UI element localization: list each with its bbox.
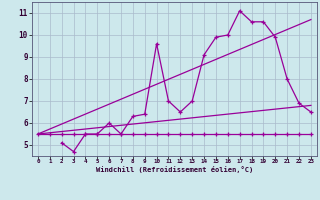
X-axis label: Windchill (Refroidissement éolien,°C): Windchill (Refroidissement éolien,°C) — [96, 166, 253, 173]
